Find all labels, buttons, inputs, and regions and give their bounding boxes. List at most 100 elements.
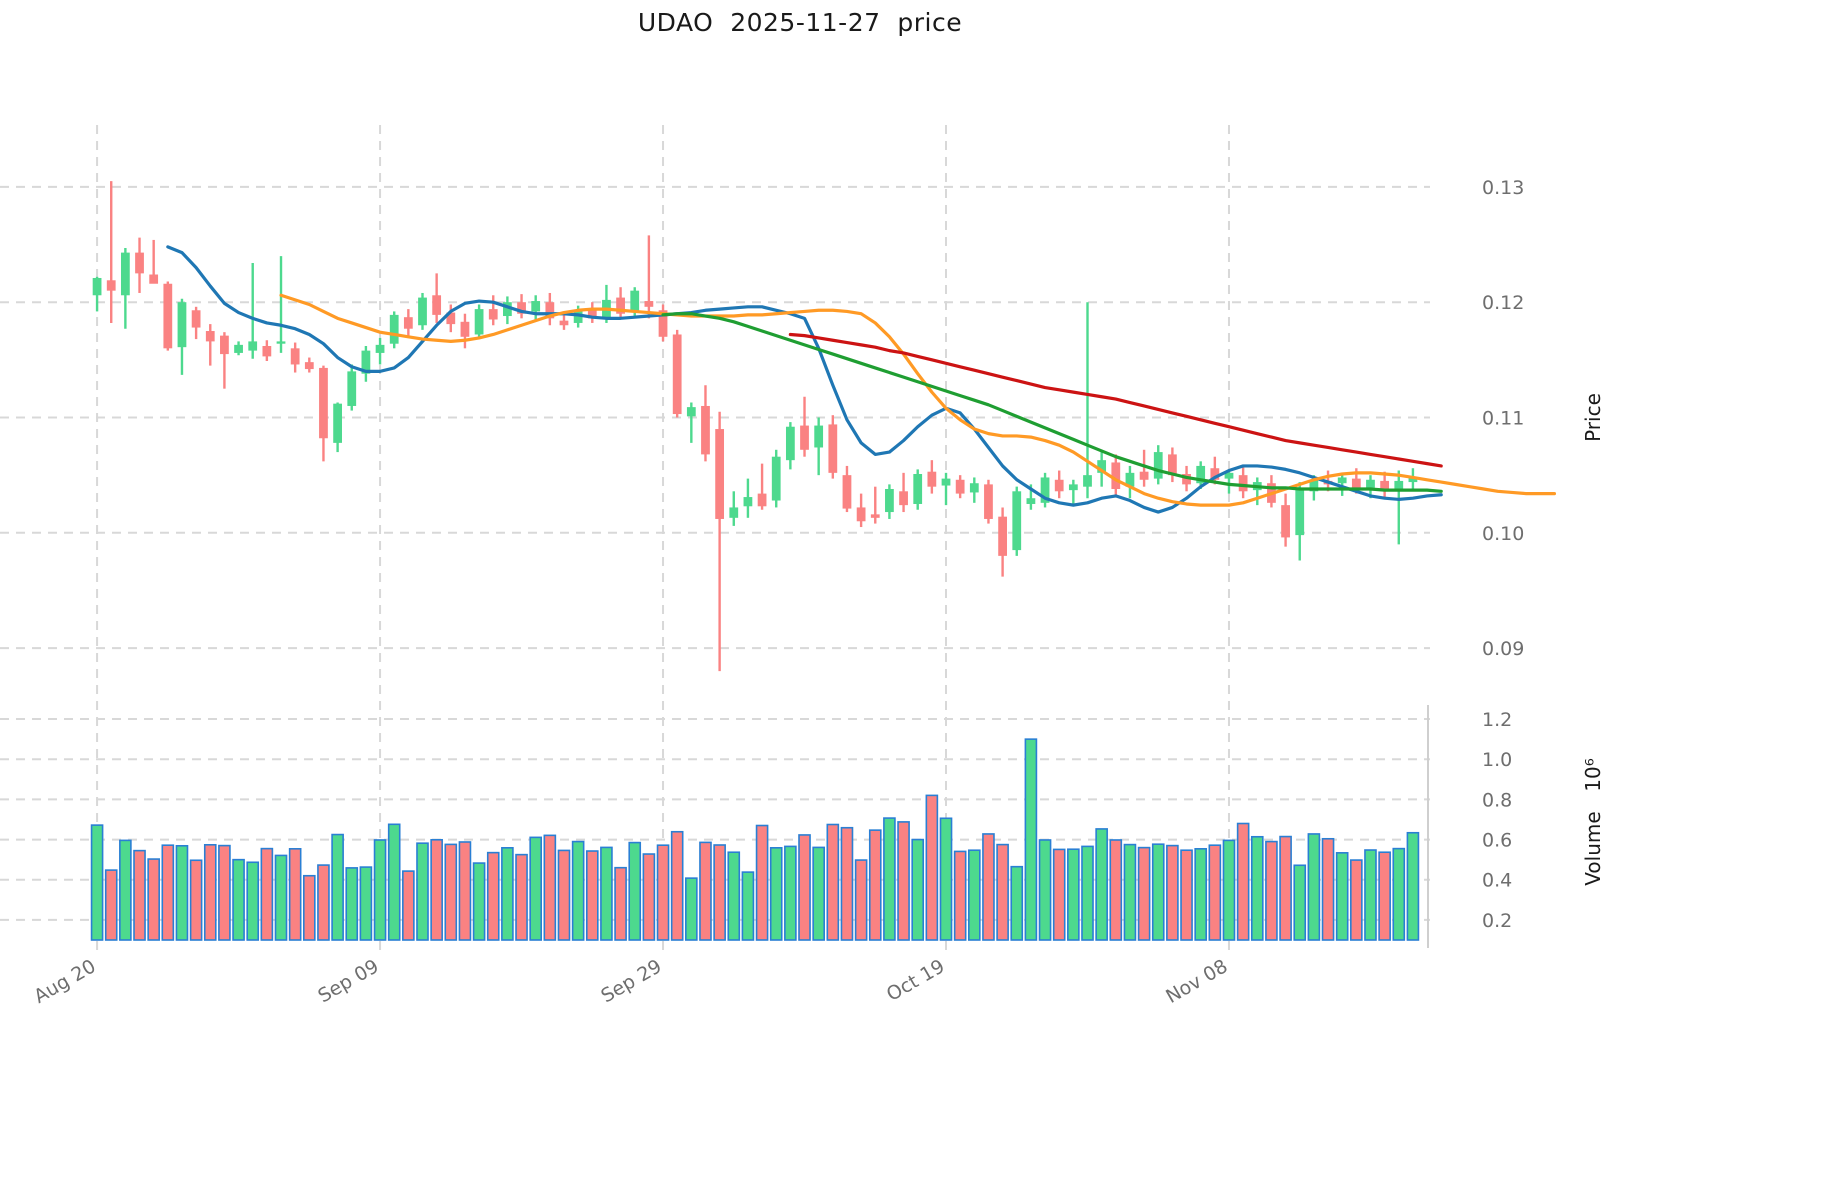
volume-bar bbox=[175, 844, 189, 941]
xtick-label: Sep 29 bbox=[597, 955, 665, 1007]
candle-body bbox=[630, 290, 640, 312]
candle-body bbox=[418, 297, 427, 326]
candle-body bbox=[333, 403, 342, 443]
volume-bar bbox=[359, 866, 373, 941]
volume-bar bbox=[430, 838, 443, 941]
volume-bar bbox=[1038, 839, 1052, 941]
candle-body bbox=[743, 497, 753, 507]
volume-bar bbox=[713, 844, 726, 941]
ma-line-ma_mid bbox=[279, 293, 1557, 507]
volume-bar bbox=[331, 833, 344, 941]
volume-bar bbox=[543, 834, 557, 941]
volume-bar bbox=[1095, 828, 1108, 941]
candle-body bbox=[1083, 475, 1092, 487]
candle-body bbox=[1394, 480, 1404, 491]
volume-bar bbox=[656, 844, 670, 941]
volume-bar bbox=[345, 867, 359, 941]
candle-body bbox=[814, 425, 824, 448]
volume-bar bbox=[1151, 843, 1165, 941]
candle-body bbox=[389, 314, 399, 344]
ytick-volume: 1.0 bbox=[1482, 749, 1512, 771]
candle-body bbox=[191, 310, 201, 328]
volume-bar bbox=[486, 851, 500, 941]
volume-bar bbox=[90, 824, 104, 941]
volume-bar bbox=[769, 847, 783, 941]
candle-body bbox=[1224, 472, 1234, 479]
volume-bar bbox=[1321, 837, 1335, 941]
volume-bar bbox=[1236, 822, 1250, 941]
candle-body bbox=[177, 302, 187, 348]
volume-bar bbox=[1208, 844, 1222, 941]
volume-bar bbox=[798, 834, 811, 941]
candle-body bbox=[446, 312, 456, 325]
candle-body bbox=[120, 252, 130, 296]
volume-bar bbox=[444, 843, 458, 941]
candle-body bbox=[1238, 475, 1248, 492]
ytick-volume: 0.8 bbox=[1482, 789, 1512, 811]
volume-bar bbox=[1010, 865, 1024, 941]
candlesticks bbox=[92, 181, 1418, 672]
volume-bar bbox=[996, 843, 1009, 941]
candle-body bbox=[262, 346, 272, 357]
candle-body bbox=[1309, 479, 1319, 492]
candle-body bbox=[1125, 472, 1135, 487]
volume-bar bbox=[189, 859, 203, 941]
candle-body bbox=[531, 301, 541, 312]
candle-body bbox=[248, 341, 258, 351]
candle-body bbox=[644, 301, 654, 307]
candle-body bbox=[870, 514, 880, 518]
candle-body bbox=[658, 310, 668, 337]
candle-body bbox=[503, 302, 512, 317]
volume-bar bbox=[883, 817, 896, 941]
volume-bar bbox=[260, 847, 274, 941]
candle-body bbox=[1351, 478, 1361, 489]
candle-body bbox=[559, 320, 569, 326]
candle-body bbox=[432, 295, 442, 315]
candle-body bbox=[1139, 471, 1149, 480]
volume-bar bbox=[1406, 831, 1420, 941]
volume-bar bbox=[1279, 835, 1292, 941]
ytick-volume: 1.2 bbox=[1482, 709, 1512, 731]
candle-body bbox=[319, 367, 328, 439]
volume-bar bbox=[1392, 847, 1406, 941]
candle-body bbox=[1026, 498, 1036, 504]
volume-bar bbox=[232, 858, 245, 941]
candle-body bbox=[686, 407, 696, 417]
volume-bar bbox=[1180, 849, 1193, 941]
candle-body bbox=[1111, 462, 1121, 489]
xtick-label: Sep 09 bbox=[314, 955, 382, 1007]
volume-bar bbox=[1335, 852, 1349, 941]
ytick-price: 0.09 bbox=[1482, 638, 1524, 660]
candle-body bbox=[1337, 477, 1347, 484]
volume-bar bbox=[925, 794, 939, 941]
volume-axis-title: Volume bbox=[1581, 811, 1605, 885]
volume-bar bbox=[147, 858, 160, 941]
candle-body bbox=[1408, 477, 1418, 483]
volume-bar bbox=[161, 844, 175, 941]
volume-bar bbox=[685, 877, 698, 941]
volume-bar bbox=[416, 842, 429, 941]
candle-body bbox=[1097, 460, 1107, 473]
ytick-volume: 0.2 bbox=[1482, 910, 1512, 932]
volume-bar bbox=[600, 846, 613, 941]
moving-average-lines bbox=[166, 245, 1557, 514]
candle-body bbox=[474, 309, 484, 335]
candle-body bbox=[135, 252, 144, 274]
ytick-price: 0.12 bbox=[1482, 292, 1524, 314]
candle-body bbox=[1281, 505, 1290, 538]
candle-body bbox=[729, 507, 739, 518]
ma-line-ma_fast bbox=[166, 245, 1443, 514]
ytick-price: 0.13 bbox=[1482, 177, 1524, 199]
volume-bar bbox=[812, 846, 825, 941]
candle-body bbox=[517, 302, 526, 314]
volume-bar bbox=[104, 869, 118, 941]
volume-bar bbox=[402, 870, 415, 941]
volume-bar bbox=[699, 841, 712, 941]
ytick-price: 0.11 bbox=[1482, 408, 1524, 430]
ma-line-ma_slow bbox=[661, 312, 1443, 493]
candle-body bbox=[488, 309, 498, 320]
volume-bar bbox=[501, 847, 514, 941]
volume-bar bbox=[1378, 851, 1391, 941]
volume-bar bbox=[854, 859, 868, 941]
